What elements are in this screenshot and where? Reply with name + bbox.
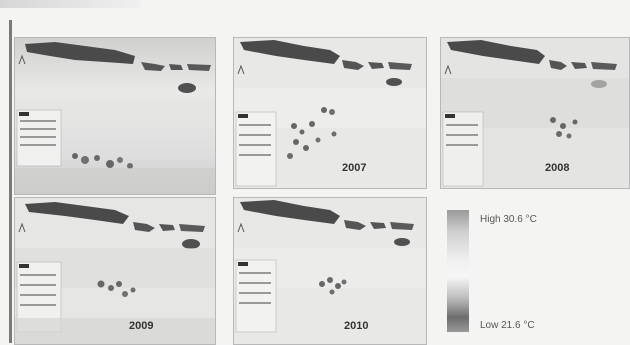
left-divider	[9, 20, 12, 343]
map-panel-2010: 2010	[233, 197, 427, 345]
sst-map-2008	[441, 38, 629, 188]
panel-2008-year: 2008	[545, 162, 570, 174]
panel-2009-year: 2009	[129, 320, 154, 332]
panel-2010-year: 2010	[344, 320, 369, 332]
top-edge-smudge	[0, 0, 140, 8]
map-panel-1	[14, 37, 216, 195]
panel-2007-year: 2007	[342, 162, 367, 174]
sst-map-2007	[234, 38, 426, 188]
legend-high-label: High 30.6 °C	[480, 214, 537, 225]
map-panel-2009: 2009	[14, 197, 216, 345]
temperature-color-ramp	[447, 210, 469, 332]
sst-map-2010	[234, 198, 426, 344]
sst-map-1	[15, 38, 215, 194]
map-panel-2007: 2007	[233, 37, 427, 189]
sst-map-2009	[15, 198, 215, 344]
map-panel-2008: 2008	[440, 37, 630, 189]
legend-low-label: Low 21.6 °C	[480, 320, 535, 331]
